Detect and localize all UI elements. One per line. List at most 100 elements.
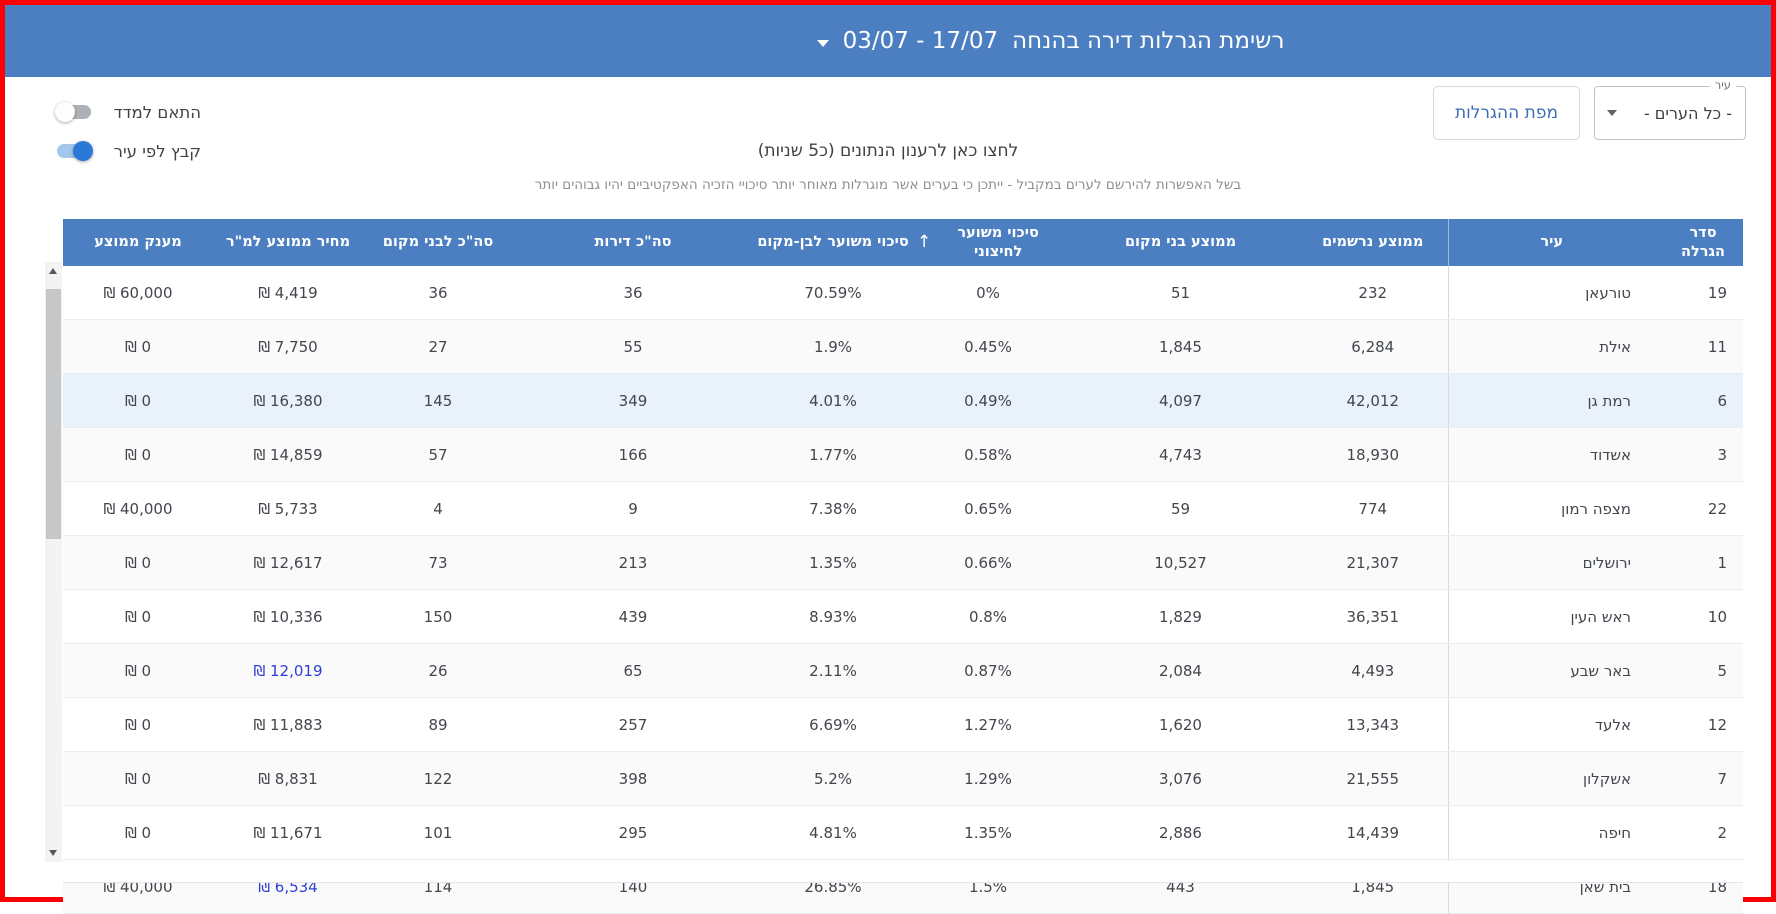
cell-price_per_sqm[interactable]: ₪ 12,019 bbox=[213, 644, 363, 698]
cell-chance_local: 5.2% bbox=[753, 752, 913, 806]
city-select[interactable]: עיר - כל הערים - bbox=[1594, 86, 1746, 140]
column-header-total_units[interactable]: סה"כ דירות bbox=[513, 219, 753, 266]
map-button[interactable]: מפת ההגרלות bbox=[1433, 86, 1580, 140]
cell-avg_locals: 1,845 bbox=[1063, 320, 1298, 374]
cell-city: אילת bbox=[1448, 320, 1663, 374]
cell-city: חיפה bbox=[1448, 806, 1663, 860]
cell-registrants: 36,351 bbox=[1298, 590, 1448, 644]
cell-avg_locals: 1,829 bbox=[1063, 590, 1298, 644]
cell-total_units: 55 bbox=[513, 320, 753, 374]
cell-total_units: 9 bbox=[513, 482, 753, 536]
cell-avg_grant: ₪ 0 bbox=[63, 752, 213, 806]
scroll-down-icon[interactable] bbox=[49, 850, 57, 856]
column-header-chance_local[interactable]: סיכוי משוער לבן-מקום bbox=[753, 219, 913, 266]
table-footer-spacer bbox=[63, 861, 1743, 883]
title-bar: רשימת הגרלות דירה בהנחה 03/07 - 17/07 bbox=[5, 5, 1771, 77]
column-header-city[interactable]: עיר bbox=[1448, 219, 1663, 266]
cell-registrants: 21,555 bbox=[1298, 752, 1448, 806]
page-title: רשימת הגרלות דירה בהנחה bbox=[1012, 28, 1284, 54]
cell-avg_locals: 2,084 bbox=[1063, 644, 1298, 698]
cell-registrants: 774 bbox=[1298, 482, 1448, 536]
switch-on-icon[interactable] bbox=[55, 140, 93, 162]
cell-avg_locals: 10,527 bbox=[1063, 536, 1298, 590]
city-select-value: - כל הערים - bbox=[1617, 104, 1745, 123]
cell-avg_grant: ₪ 0 bbox=[63, 374, 213, 428]
cell-avg_grant: ₪ 0 bbox=[63, 698, 213, 752]
cell-order: 2 bbox=[1663, 806, 1743, 860]
cell-avg_locals: 51 bbox=[1063, 266, 1298, 320]
refresh-data-link[interactable]: לחצו כאן לרענון הנתונים (כ5 שניות) bbox=[5, 141, 1771, 161]
cell-chance_local: 1.35% bbox=[753, 536, 913, 590]
cell-total_units: 36 bbox=[513, 266, 753, 320]
cell-registrants: 232 bbox=[1298, 266, 1448, 320]
cell-avg_grant: ₪ 0 bbox=[63, 644, 213, 698]
cell-avg_locals: 2,886 bbox=[1063, 806, 1298, 860]
toggle-group-by-city[interactable]: קבץ לפי עיר bbox=[55, 140, 201, 162]
cell-total_units: 398 bbox=[513, 752, 753, 806]
column-header-avg_grant[interactable]: מענק ממוצע bbox=[63, 219, 213, 266]
scroll-up-icon[interactable] bbox=[49, 268, 57, 274]
cell-chance_external: 0.8% bbox=[913, 590, 1063, 644]
cell-total_units: 166 bbox=[513, 428, 753, 482]
column-header-order[interactable]: סדר הגרלה bbox=[1663, 219, 1743, 266]
cell-total_locals: 36 bbox=[363, 266, 513, 320]
cell-order: 12 bbox=[1663, 698, 1743, 752]
column-header-registrants[interactable]: ממוצע נרשמים bbox=[1298, 219, 1448, 266]
cell-total_units: 65 bbox=[513, 644, 753, 698]
cell-total_units: 295 bbox=[513, 806, 753, 860]
cell-chance_external: 0.49% bbox=[913, 374, 1063, 428]
cell-price_per_sqm: ₪ 12,617 bbox=[213, 536, 363, 590]
cell-chance_local: 70.59% bbox=[753, 266, 913, 320]
cell-chance_local: 7.38% bbox=[753, 482, 913, 536]
cell-avg_grant: ₪ 0 bbox=[63, 536, 213, 590]
cell-registrants: 21,307 bbox=[1298, 536, 1448, 590]
cell-total_locals: 57 bbox=[363, 428, 513, 482]
cell-city: אשדוד bbox=[1448, 428, 1663, 482]
cell-avg_grant: ₪ 0 bbox=[63, 320, 213, 374]
column-header-chance_external[interactable]: סיכוי משוער לחיצוני↑ bbox=[913, 219, 1063, 266]
center-messages: לחצו כאן לרענון הנתונים (כ5 שניות) בשל ה… bbox=[5, 141, 1771, 193]
cell-total_locals: 27 bbox=[363, 320, 513, 374]
cell-order: 7 bbox=[1663, 752, 1743, 806]
cell-price_per_sqm: ₪ 4,419 bbox=[213, 266, 363, 320]
switch-off-icon[interactable] bbox=[55, 101, 93, 123]
cell-price_per_sqm: ₪ 11,671 bbox=[213, 806, 363, 860]
cell-chance_external: 1.27% bbox=[913, 698, 1063, 752]
vertical-scrollbar[interactable] bbox=[45, 262, 62, 862]
city-select-label: עיר bbox=[1710, 78, 1736, 92]
cell-total_units: 439 bbox=[513, 590, 753, 644]
cell-city: באר שבע bbox=[1448, 644, 1663, 698]
cell-avg_grant: ₪ 0 bbox=[63, 428, 213, 482]
cell-chance_external: 0% bbox=[913, 266, 1063, 320]
cell-avg_grant: ₪ 40,000 bbox=[63, 482, 213, 536]
cell-chance_local: 8.93% bbox=[753, 590, 913, 644]
cell-chance_local: 1.77% bbox=[753, 428, 913, 482]
price-link: ₪ 12,019 bbox=[253, 662, 322, 680]
column-header-total_locals[interactable]: סה"כ לבני מקום bbox=[363, 219, 513, 266]
cell-chance_local: 4.01% bbox=[753, 374, 913, 428]
cell-price_per_sqm: ₪ 11,883 bbox=[213, 698, 363, 752]
date-range: 03/07 - 17/07 bbox=[843, 28, 999, 54]
cell-total_locals: 101 bbox=[363, 806, 513, 860]
cell-registrants: 13,343 bbox=[1298, 698, 1448, 752]
cell-avg_locals: 4,097 bbox=[1063, 374, 1298, 428]
cell-city: רמת גן bbox=[1448, 374, 1663, 428]
column-header-price_per_sqm[interactable]: מחיר ממוצע למ"ר bbox=[213, 219, 363, 266]
cell-total_units: 349 bbox=[513, 374, 753, 428]
chevron-down-icon[interactable] bbox=[817, 40, 829, 47]
cell-price_per_sqm: ₪ 10,336 bbox=[213, 590, 363, 644]
cell-total_locals: 150 bbox=[363, 590, 513, 644]
cell-price_per_sqm: ₪ 14,859 bbox=[213, 428, 363, 482]
toggle-adjust-to-index[interactable]: התאם למדד bbox=[55, 101, 201, 123]
scrollbar-thumb[interactable] bbox=[46, 289, 61, 539]
cell-chance_local: 2.11% bbox=[753, 644, 913, 698]
cell-order: 1 bbox=[1663, 536, 1743, 590]
cell-avg_locals: 4,743 bbox=[1063, 428, 1298, 482]
cell-total_locals: 89 bbox=[363, 698, 513, 752]
column-header-avg_locals[interactable]: ממוצע בני מקום bbox=[1063, 219, 1298, 266]
